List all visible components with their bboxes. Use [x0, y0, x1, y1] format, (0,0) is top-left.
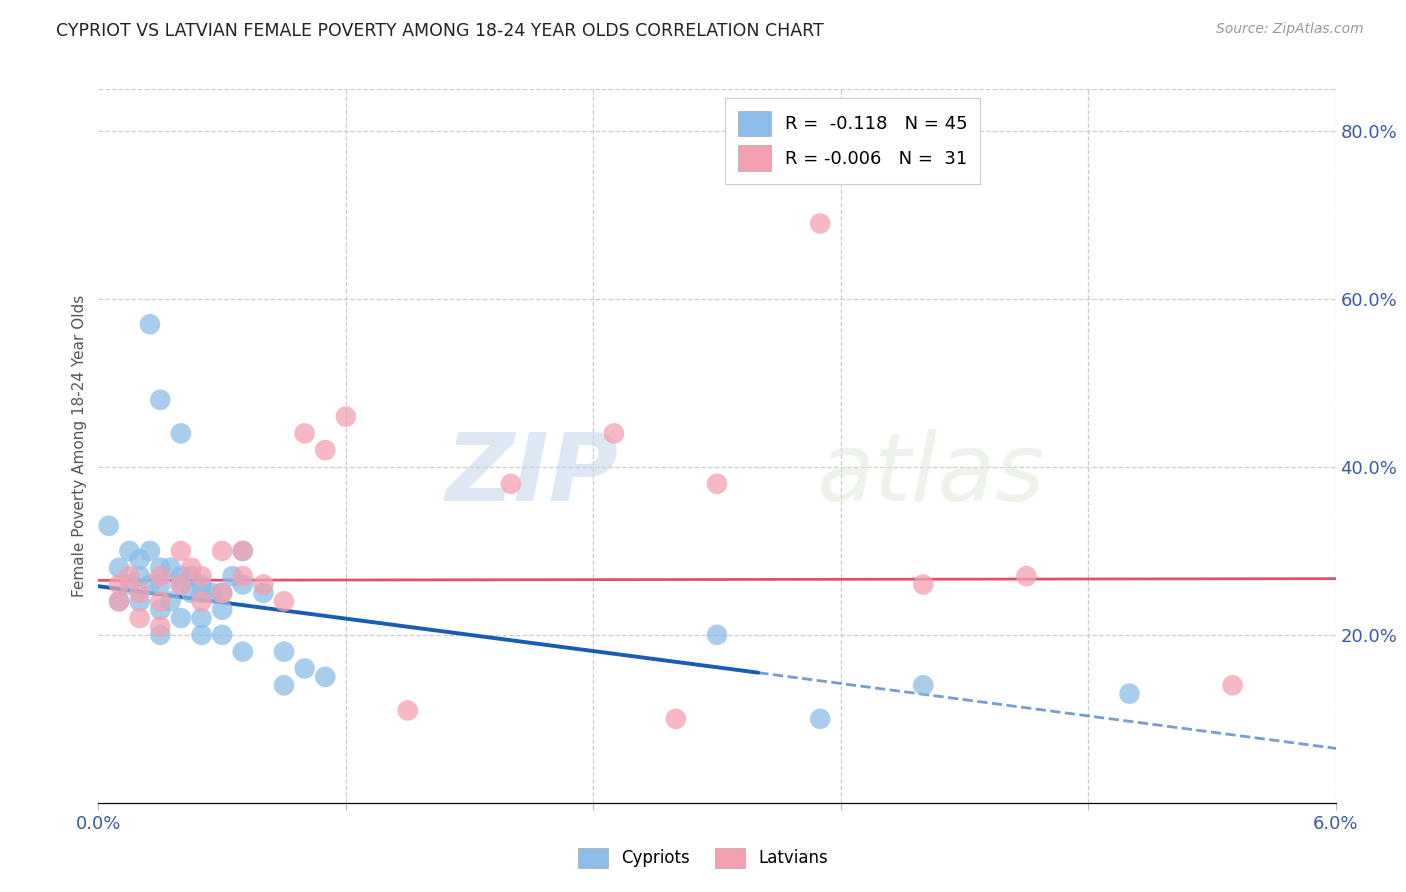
Point	[396, 703, 419, 717]
Point	[335, 409, 357, 424]
Point	[1118, 687, 1140, 701]
Point	[180, 569, 202, 583]
Point	[128, 594, 150, 608]
Point	[159, 594, 181, 608]
Point	[1222, 678, 1244, 692]
Point	[149, 569, 172, 583]
Point	[180, 560, 202, 574]
Point	[149, 619, 172, 633]
Point	[232, 569, 254, 583]
Point	[232, 544, 254, 558]
Text: ZIP: ZIP	[446, 428, 619, 521]
Point	[232, 544, 254, 558]
Y-axis label: Female Poverty Among 18-24 Year Olds: Female Poverty Among 18-24 Year Olds	[72, 295, 87, 597]
Point	[170, 577, 193, 591]
Point	[211, 586, 233, 600]
Point	[128, 552, 150, 566]
Point	[211, 544, 233, 558]
Point	[190, 628, 212, 642]
Point	[149, 603, 172, 617]
Point	[314, 670, 336, 684]
Point	[139, 318, 162, 332]
Point	[108, 594, 131, 608]
Point	[499, 476, 522, 491]
Point	[808, 217, 831, 231]
Point	[294, 661, 316, 675]
Point	[149, 594, 172, 608]
Point	[665, 712, 688, 726]
Point	[314, 443, 336, 458]
Point	[211, 628, 233, 642]
Point	[221, 569, 243, 583]
Point	[232, 645, 254, 659]
Point	[912, 678, 935, 692]
Point	[180, 586, 202, 600]
Point	[159, 560, 181, 574]
Point	[139, 544, 162, 558]
Point	[170, 544, 193, 558]
Point	[118, 569, 141, 583]
Point	[252, 577, 274, 591]
Point	[252, 586, 274, 600]
Text: Source: ZipAtlas.com: Source: ZipAtlas.com	[1216, 22, 1364, 37]
Point	[149, 392, 172, 407]
Point	[273, 645, 295, 659]
Point	[108, 560, 131, 574]
Point	[211, 603, 233, 617]
Point	[108, 577, 131, 591]
Text: CYPRIOT VS LATVIAN FEMALE POVERTY AMONG 18-24 YEAR OLDS CORRELATION CHART: CYPRIOT VS LATVIAN FEMALE POVERTY AMONG …	[56, 22, 824, 40]
Point	[149, 560, 172, 574]
Point	[912, 577, 935, 591]
Point	[294, 426, 316, 441]
Point	[149, 628, 172, 642]
Point	[232, 577, 254, 591]
Point	[97, 518, 120, 533]
Point	[128, 586, 150, 600]
Point	[170, 611, 193, 625]
Point	[170, 426, 193, 441]
Point	[128, 611, 150, 625]
Point	[190, 577, 212, 591]
Point	[190, 569, 212, 583]
Point	[118, 577, 141, 591]
Point	[273, 594, 295, 608]
Point	[139, 577, 162, 591]
Point	[170, 569, 193, 583]
Point	[603, 426, 626, 441]
Point	[118, 544, 141, 558]
Point	[808, 712, 831, 726]
Point	[190, 586, 212, 600]
Point	[190, 611, 212, 625]
Point	[190, 594, 212, 608]
Point	[201, 586, 224, 600]
Point	[170, 577, 193, 591]
Point	[211, 586, 233, 600]
Point	[706, 476, 728, 491]
Point	[273, 678, 295, 692]
Point	[706, 628, 728, 642]
Point	[1015, 569, 1038, 583]
Point	[128, 569, 150, 583]
Point	[108, 594, 131, 608]
Text: atlas: atlas	[815, 429, 1045, 520]
Point	[149, 577, 172, 591]
Legend: R =  -0.118   N = 45, R = -0.006   N =  31: R = -0.118 N = 45, R = -0.006 N = 31	[725, 98, 980, 184]
Legend: Cypriots, Latvians: Cypriots, Latvians	[571, 841, 835, 875]
